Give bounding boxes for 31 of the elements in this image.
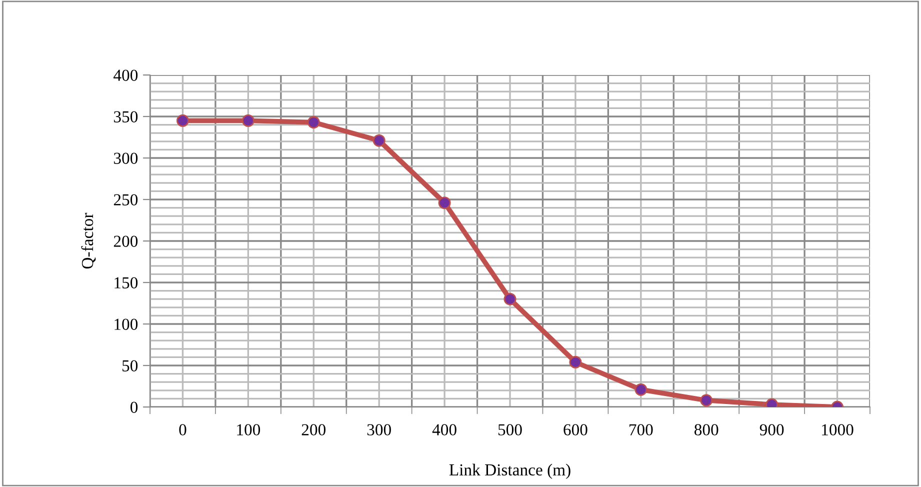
x-tick-label: 100 bbox=[237, 424, 260, 436]
y-axis-title: Q-factor bbox=[81, 212, 96, 269]
point bbox=[242, 114, 254, 127]
y-tick-label: 350 bbox=[114, 111, 138, 122]
y-tick-label: 300 bbox=[114, 152, 138, 164]
x-tick-label: 700 bbox=[630, 424, 653, 436]
point bbox=[307, 116, 320, 129]
y-tick-label: 50 bbox=[122, 360, 138, 372]
x-tick-label: 800 bbox=[694, 424, 718, 436]
y-tick-label: 100 bbox=[114, 318, 138, 330]
y-tick-label: 250 bbox=[114, 194, 138, 206]
y-tick-label: 150 bbox=[114, 277, 138, 288]
x-tick-label: 0 bbox=[179, 424, 186, 436]
x-tick-label: 1000 bbox=[822, 424, 854, 436]
x-tick-label: 500 bbox=[498, 424, 522, 436]
point bbox=[569, 356, 582, 368]
y-tick-label: 400 bbox=[114, 70, 138, 81]
x-axis-title: Link Distance (m) bbox=[449, 464, 570, 479]
y-tick-label: 200 bbox=[114, 236, 138, 247]
point bbox=[634, 383, 648, 396]
x-tick-label: 300 bbox=[367, 424, 391, 436]
x-tick-label: 900 bbox=[760, 424, 784, 436]
point bbox=[372, 134, 386, 147]
point bbox=[700, 394, 713, 407]
x-tick-label: 600 bbox=[564, 424, 588, 436]
point bbox=[438, 196, 451, 210]
x-tick-label: 400 bbox=[432, 424, 456, 436]
y-tick-label: 0 bbox=[130, 402, 138, 413]
point bbox=[504, 292, 516, 306]
point bbox=[176, 114, 189, 127]
x-tick-label: 200 bbox=[302, 424, 326, 436]
